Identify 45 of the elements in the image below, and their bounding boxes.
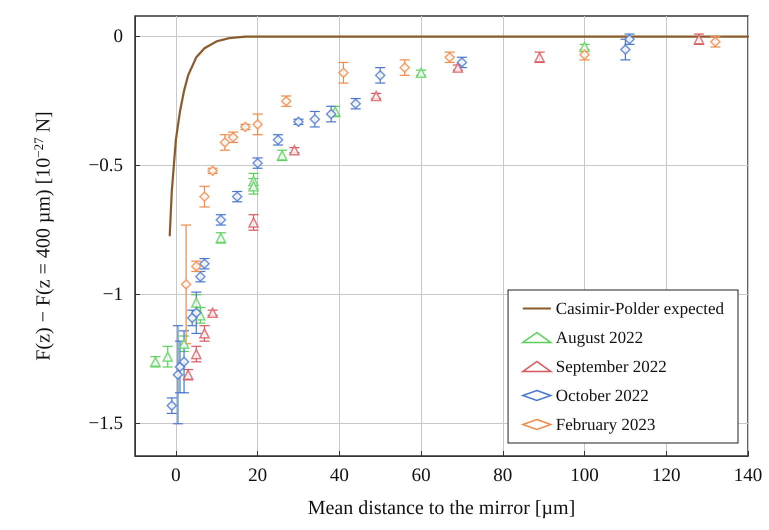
x-tick-label: 120 [652, 465, 681, 486]
x-tick-label: 0 [171, 465, 181, 486]
point [180, 279, 192, 290]
point [178, 338, 190, 349]
y-tick-label: −0.5 [88, 155, 123, 176]
point [248, 217, 259, 228]
point [191, 348, 202, 360]
point [452, 62, 464, 73]
legend-label: October 2022 [556, 386, 649, 405]
x-tick-label: 80 [493, 465, 512, 486]
legend-label: Casimir-Polder expected [556, 299, 724, 318]
point [293, 116, 304, 128]
x-tick-label: 40 [330, 465, 349, 486]
y-axis-title: F(z) − F(z = 400 µm) [10−27 N] [31, 111, 54, 361]
point [416, 68, 426, 78]
x-axis-title: Mean distance to the mirror [µm] [308, 497, 576, 519]
legend-label: August 2022 [556, 328, 644, 347]
x-tick-label: 60 [412, 465, 431, 486]
x-tick-label: 100 [570, 465, 599, 486]
point [289, 144, 300, 156]
point [310, 114, 320, 124]
point [326, 108, 336, 120]
point [178, 356, 190, 368]
point [172, 369, 184, 380]
y-tick-label: 0 [114, 26, 123, 48]
point [162, 351, 173, 362]
x-tick-label: 20 [248, 465, 268, 486]
y-tick-label: −1.5 [88, 413, 123, 434]
point [338, 68, 349, 78]
point [252, 119, 263, 130]
line-series [168, 36, 750, 236]
point [207, 308, 218, 318]
point [191, 297, 202, 308]
point [399, 62, 410, 73]
point [374, 70, 386, 81]
legend-label: February 2023 [556, 415, 656, 434]
point [248, 181, 259, 192]
point [166, 400, 178, 411]
x-tick-label: 140 [734, 465, 762, 486]
point [199, 191, 210, 202]
point [220, 137, 230, 148]
point [199, 328, 210, 339]
y-tick-label: −1 [102, 284, 123, 306]
point [620, 44, 631, 55]
legend-label: September 2022 [556, 357, 667, 376]
